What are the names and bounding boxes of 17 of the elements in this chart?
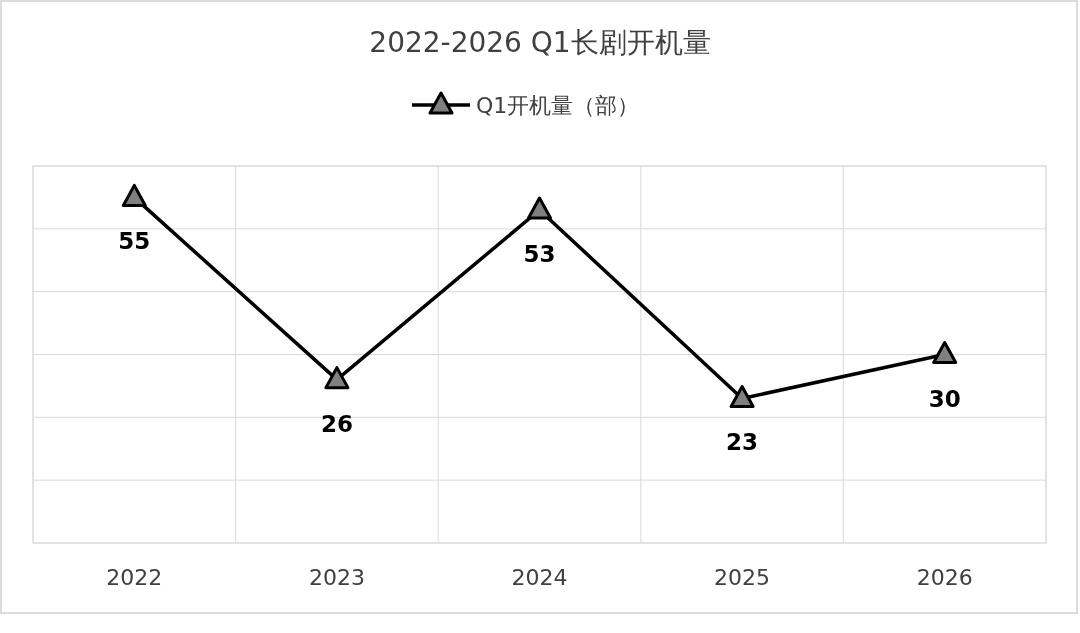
data-label: 30 bbox=[928, 385, 961, 412]
point bbox=[527, 196, 552, 220]
x-tick-label: 2023 bbox=[308, 565, 365, 590]
x-tick-label: 2025 bbox=[714, 565, 771, 590]
point bbox=[121, 183, 147, 207]
chart-title: 2022-2026 Q1长剧开机量 bbox=[369, 26, 711, 59]
point bbox=[324, 366, 350, 390]
point bbox=[932, 341, 958, 364]
x-tick-label: 2026 bbox=[916, 565, 973, 590]
data-label: 53 bbox=[523, 240, 556, 267]
x-tick-label: 2022 bbox=[106, 565, 163, 590]
data-label: 26 bbox=[320, 410, 353, 437]
data-label: 55 bbox=[118, 228, 151, 255]
legend-label: Q1开机量（部） bbox=[476, 93, 640, 118]
point bbox=[729, 384, 755, 408]
x-tick-label: 2024 bbox=[511, 565, 568, 590]
data-label: 23 bbox=[726, 429, 759, 456]
